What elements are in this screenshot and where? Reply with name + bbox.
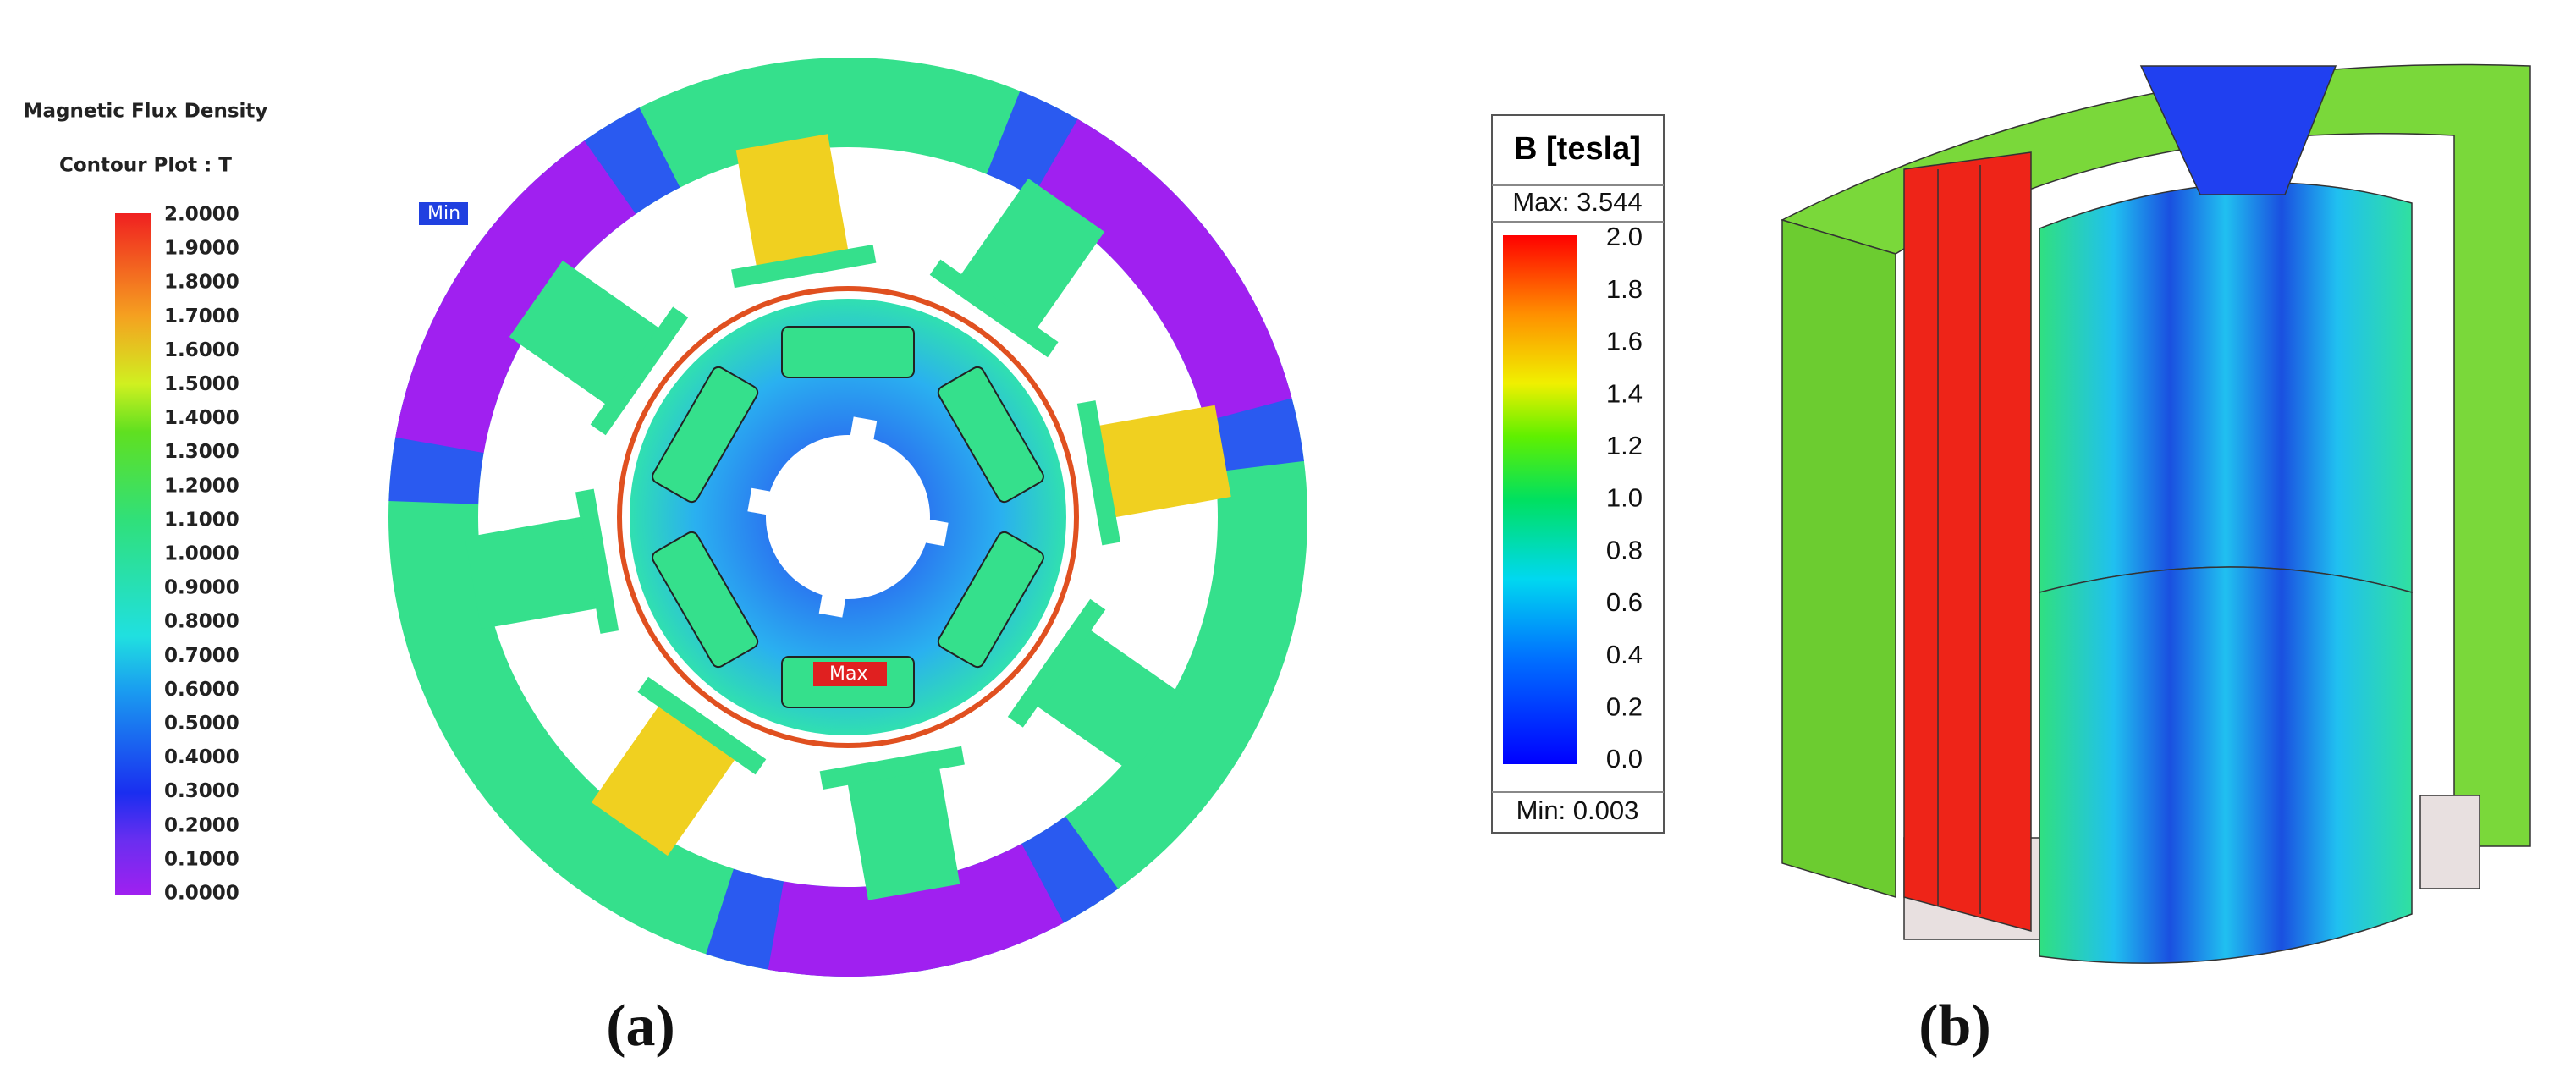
colorbar-tick-label: 1.4 xyxy=(1606,378,1643,408)
colorbar-tick-label: 1.6 xyxy=(1606,327,1643,356)
colorbar-tick-label: 0.8 xyxy=(1606,535,1643,564)
legend-subtitle: Contour Plot : T xyxy=(59,155,232,177)
colorbar-tick-label: 0.4000 xyxy=(164,746,239,768)
colorbar-tick-label: 1.7000 xyxy=(164,306,239,328)
tooth-tip xyxy=(731,244,877,289)
caption-a: (a) xyxy=(606,994,675,1059)
magnet xyxy=(652,366,759,504)
motor-contour xyxy=(388,58,1307,977)
magnet xyxy=(781,326,915,378)
colorbar-tick-label: 1.9000 xyxy=(164,238,239,260)
tooth-tip xyxy=(637,676,767,775)
yoke-low-flux xyxy=(768,843,1064,977)
key xyxy=(921,518,949,547)
stator-tooth xyxy=(591,676,767,856)
stator-tooth xyxy=(731,134,877,289)
colorbar-tick-label: 0.2000 xyxy=(164,814,239,836)
rotor-magnet xyxy=(937,531,1044,669)
colorbar-tick-label: 0.0000 xyxy=(164,883,239,905)
max-label: Max: 3.544 xyxy=(1512,187,1642,217)
shaft-key xyxy=(849,416,878,444)
caption-b: (b) xyxy=(1918,994,1991,1059)
tooth-body xyxy=(845,758,960,900)
rotor-magnet xyxy=(781,326,915,378)
min-label: Min: 0.003 xyxy=(1516,795,1639,825)
magnet xyxy=(937,531,1044,669)
colorbar-tick-label: 2.0 xyxy=(1606,222,1643,251)
rotor-magnet xyxy=(652,531,759,669)
colorbar-tick-label: 1.3000 xyxy=(164,441,239,463)
stator-tooth xyxy=(509,260,689,436)
colorbar-tick-label: 1.6000 xyxy=(164,339,239,361)
colorbar-tick-label: 1.0 xyxy=(1606,483,1643,513)
key xyxy=(818,590,847,618)
tooth-tip xyxy=(575,488,619,634)
tooth-body xyxy=(1089,405,1231,520)
yoke-low-flux xyxy=(1032,118,1292,422)
stator-tooth xyxy=(1076,400,1231,546)
colorbar-tick-label: 0.8000 xyxy=(164,611,239,633)
colorbar-tick-label: 0.5000 xyxy=(164,713,239,735)
stator-tooth xyxy=(1007,598,1187,774)
colorbar-tick-label: 1.5000 xyxy=(164,373,239,395)
magnet xyxy=(937,366,1044,504)
max-marker: Max xyxy=(829,663,867,685)
min-marker: Min xyxy=(427,203,460,224)
colorbar-tick-label: 1.2 xyxy=(1606,431,1643,460)
tooth-body xyxy=(735,134,850,276)
key xyxy=(849,416,878,444)
model-3d xyxy=(1780,63,2531,964)
stator-tooth xyxy=(465,488,619,634)
colorbar-tick-label: 0.4 xyxy=(1606,640,1643,669)
colorbar-tick-label: 0.7000 xyxy=(164,645,239,667)
tooth-tip xyxy=(929,259,1059,358)
legend-title: Magnetic Flux Density xyxy=(24,101,268,123)
tooth-tip xyxy=(1007,598,1106,728)
magnet xyxy=(652,531,759,669)
stator-tooth xyxy=(929,178,1105,358)
tooth-tip xyxy=(1076,400,1121,546)
colorbar-tick-label: 0.9000 xyxy=(164,577,239,599)
shaft-key xyxy=(818,590,847,618)
tooth-tip xyxy=(819,746,965,790)
legend-title: B [tesla] xyxy=(1514,131,1641,167)
rotor-magnet xyxy=(652,366,759,504)
colorbar-tick-label: 1.2000 xyxy=(164,475,239,497)
colorbar-tick-label: 0.3000 xyxy=(164,780,239,802)
shaft-key xyxy=(747,487,775,516)
colorbar-tick-label: 1.1000 xyxy=(164,509,239,531)
colorbar-tick-label: 1.4000 xyxy=(164,407,239,429)
tooth-tip xyxy=(590,306,689,436)
max-marker-box xyxy=(813,662,887,686)
colorbar-tick-label: 1.8 xyxy=(1606,274,1643,304)
shaft-key xyxy=(921,518,949,547)
colorbar-tick-label: 1.0000 xyxy=(164,543,239,565)
colorbar-tick-label: 0.2 xyxy=(1606,691,1643,721)
colorbar-tick-label: 0.1000 xyxy=(164,848,239,870)
colorbar-tick-label: 1.8000 xyxy=(164,272,239,294)
min-marker-box xyxy=(419,202,468,225)
yoke-low-flux xyxy=(395,140,636,454)
colorbar-tick-label: 0.6000 xyxy=(164,679,239,701)
colorbar-tick-label: 0.6 xyxy=(1606,587,1643,617)
colorbar-tick-label: 0.0 xyxy=(1606,744,1643,773)
tooth-body xyxy=(465,515,607,630)
key xyxy=(747,487,775,516)
colorbar xyxy=(115,213,151,895)
colorbar-tick-label: 2.0000 xyxy=(164,204,239,226)
rotor-magnet xyxy=(937,366,1044,504)
stator-tooth xyxy=(819,746,965,900)
colorbar xyxy=(1503,235,1577,764)
